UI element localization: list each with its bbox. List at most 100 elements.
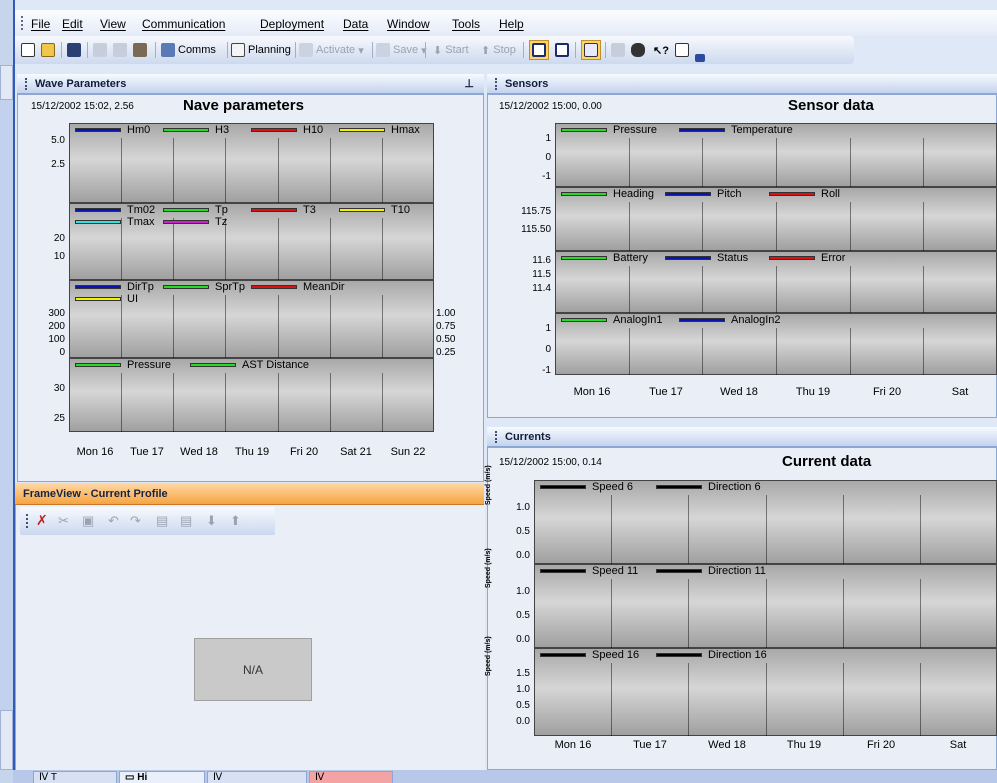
sensors-1-gridline (776, 138, 777, 187)
legend-swatch (665, 192, 711, 196)
window-icon (532, 43, 546, 57)
currents-2-ylabel: Speed (m/s) (485, 548, 492, 588)
save-file-button[interactable] (67, 41, 84, 59)
currents-1-gridline (843, 495, 844, 564)
currents-3-legend-0: Speed 16 (540, 649, 639, 661)
redo-icon[interactable]: ↷ (130, 513, 141, 528)
wave-3-y2tick: 0.25 (436, 347, 456, 358)
menu-file[interactable]: File (31, 17, 51, 31)
sensors-4-legend-0: AnalogIn1 (561, 314, 663, 326)
arrow-down-icon: ⬇ (433, 44, 446, 57)
na-placeholder: N/A (194, 638, 312, 701)
planning-label: Planning (248, 44, 291, 56)
frameview-panel (15, 505, 485, 770)
currents-grip-icon[interactable] (495, 430, 499, 443)
copy-button[interactable] (113, 41, 130, 59)
legend-label: Speed 16 (592, 649, 640, 661)
pin-icon[interactable]: ⊥ (464, 78, 474, 90)
menu-deployment[interactable]: Deployment (260, 17, 325, 31)
wave-2-gridline (330, 218, 331, 280)
currents-1-gridline (688, 495, 689, 564)
wave-2-gridline (121, 218, 122, 280)
open-button[interactable] (41, 41, 58, 59)
move-up-icon[interactable]: ⬆ (230, 513, 241, 528)
undo-icon[interactable]: ↶ (108, 513, 119, 528)
sensors-3-plot (555, 251, 997, 313)
currents-2-gridline (766, 579, 767, 648)
sensors-3-legend-0: Battery (561, 252, 648, 264)
menu-communication[interactable]: Communication (142, 17, 226, 31)
wave-grip-icon[interactable] (25, 77, 29, 90)
wave-4-gridline (225, 373, 226, 432)
planning-button[interactable]: Planning (231, 41, 291, 59)
comms-icon (161, 43, 175, 57)
sensors-grip-icon[interactable] (495, 77, 499, 90)
print-button[interactable] (611, 41, 628, 59)
menu-window[interactable]: Window (387, 17, 430, 31)
frameview-grip-icon[interactable] (26, 514, 30, 528)
help-button[interactable] (675, 41, 692, 59)
currents-chart-title: Current data (782, 453, 872, 470)
cut-frame-icon[interactable]: ✂ (58, 513, 69, 528)
properties-button[interactable] (581, 40, 601, 60)
find-button[interactable] (631, 41, 648, 59)
wave-1-gridline (225, 138, 226, 203)
tab-3[interactable]: Ⅳ (207, 771, 307, 783)
wave-4-gridline (278, 373, 279, 432)
wave-1-gridline (382, 138, 383, 203)
currents-3-plot (534, 648, 997, 736)
wave-3-ytick: 300 (48, 308, 65, 319)
legend-label: AST Distance (242, 359, 310, 371)
menu-data[interactable]: Data (343, 17, 369, 31)
copy-frame-icon[interactable]: ▣ (82, 513, 95, 528)
activate-button[interactable]: Activate ▾ (299, 41, 364, 59)
new-button[interactable] (21, 41, 38, 59)
legend-swatch (769, 192, 815, 196)
tab-1[interactable]: Ⅳ T (33, 771, 117, 783)
sensors-3-gridline (776, 266, 777, 313)
legend-swatch (251, 128, 297, 132)
legend-swatch (75, 363, 121, 367)
save-label: Save (393, 44, 419, 56)
menu-tools[interactable]: Tools (452, 17, 481, 31)
menu-help[interactable]: Help (499, 17, 524, 31)
stop-button[interactable]: ⬆ Stop (481, 41, 516, 59)
legend-label: H10 (303, 124, 324, 136)
sensors-2-gridline (776, 202, 777, 251)
help-icon (675, 43, 689, 57)
tab-2[interactable]: ▭ Hi (119, 771, 205, 783)
legend-label: Tz (215, 216, 228, 228)
legend-label: Temperature (731, 124, 793, 136)
legend-swatch (665, 256, 711, 260)
frameview-toolbar: ✗ ✂ ▣ ↶ ↷ ▤ ▤ ⬇ ⬆ (20, 507, 275, 535)
delete-icon[interactable]: ✗ (36, 512, 48, 528)
menu-edit[interactable]: Edit (62, 17, 83, 31)
start-button[interactable]: ⬇ Start (433, 41, 469, 59)
move-down-icon[interactable]: ⬇ (206, 513, 217, 528)
legend-label: SprTp (215, 281, 245, 293)
chart-a-icon[interactable]: ▤ (156, 513, 169, 528)
menu-view[interactable]: View (100, 17, 126, 31)
currents-2-gridline (843, 579, 844, 648)
whats-this-button[interactable]: ↖? (653, 41, 669, 59)
legend-label: H3 (215, 124, 230, 136)
menu-grip-icon[interactable] (21, 16, 25, 30)
sensors-2-gridline (629, 202, 630, 251)
chart-b-icon[interactable]: ▤ (180, 513, 193, 528)
currents-2-gridline (688, 579, 689, 648)
tile-button[interactable] (555, 41, 572, 59)
tab-4[interactable]: Ⅳ (309, 771, 393, 783)
wave-chart-title: Nave parameters (183, 97, 304, 114)
save-dropdown-button[interactable]: Save ▾ (376, 41, 427, 59)
cut-button[interactable] (93, 41, 110, 59)
comms-button[interactable]: Comms (161, 41, 216, 59)
currents-xtick: Thu 19 (786, 739, 822, 751)
legend-swatch (163, 285, 209, 289)
sensors-1-legend-0: Pressure (561, 124, 657, 136)
currents-3-gridline (766, 663, 767, 736)
toolbar-overflow-icon[interactable] (695, 54, 705, 62)
currents-1-gridline (611, 495, 612, 564)
wave-3-ytick: 100 (48, 334, 65, 345)
window-view-button[interactable] (529, 40, 549, 60)
paste-button[interactable] (133, 41, 150, 59)
